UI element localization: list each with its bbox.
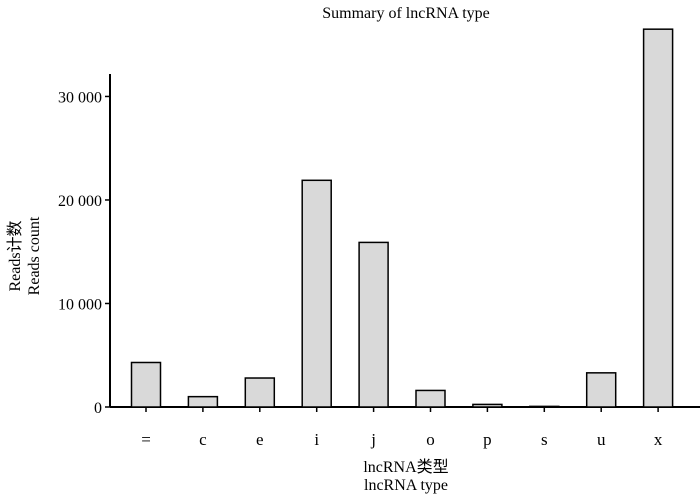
- x-tick-label: p: [483, 430, 492, 449]
- bar-3: [301, 179, 332, 408]
- x-axis-label: lncRNA类型 lncRNA type: [363, 458, 448, 494]
- x-tick-label: s: [541, 430, 548, 449]
- y-axis-label: Reads计数 Reads count: [6, 216, 43, 295]
- bar-5: [415, 389, 446, 408]
- bar-6: [472, 403, 503, 408]
- x-tick-label: x: [654, 430, 663, 449]
- y-axis-label-line-1: Reads计数: [6, 220, 24, 291]
- x-tick-label: j: [370, 430, 376, 449]
- y-tick-label: 10 000: [58, 296, 102, 313]
- x-ticks: = c e i j o p s u x: [141, 407, 663, 449]
- x-tick-label: i: [314, 430, 319, 449]
- x-tick-label: =: [141, 430, 151, 449]
- y-ticks: 0 10 000 20 000 30 000: [58, 89, 110, 417]
- x-tick-label: u: [597, 430, 606, 449]
- y-tick-label: 20 000: [58, 193, 102, 210]
- bar-8: [585, 372, 617, 408]
- bar-0: [130, 361, 162, 408]
- x-tick-label: e: [256, 430, 264, 449]
- x-tick-label: c: [199, 430, 207, 449]
- bar-7: [529, 405, 560, 408]
- bar-1: [187, 395, 219, 408]
- y-tick-label: 0: [94, 400, 102, 417]
- bar-2: [244, 377, 276, 408]
- bar-9: [642, 28, 674, 408]
- x-axis-label-line-2: lncRNA type: [364, 477, 448, 494]
- chart-title: Summary of lncRNA type: [322, 5, 490, 22]
- bars: [130, 28, 674, 408]
- x-axis-label-line-1: lncRNA类型: [363, 458, 448, 476]
- bar-4: [358, 241, 389, 408]
- y-tick-label: 30 000: [58, 89, 102, 106]
- y-axis-label-line-2: Reads count: [26, 216, 43, 295]
- x-tick-label: o: [426, 430, 435, 449]
